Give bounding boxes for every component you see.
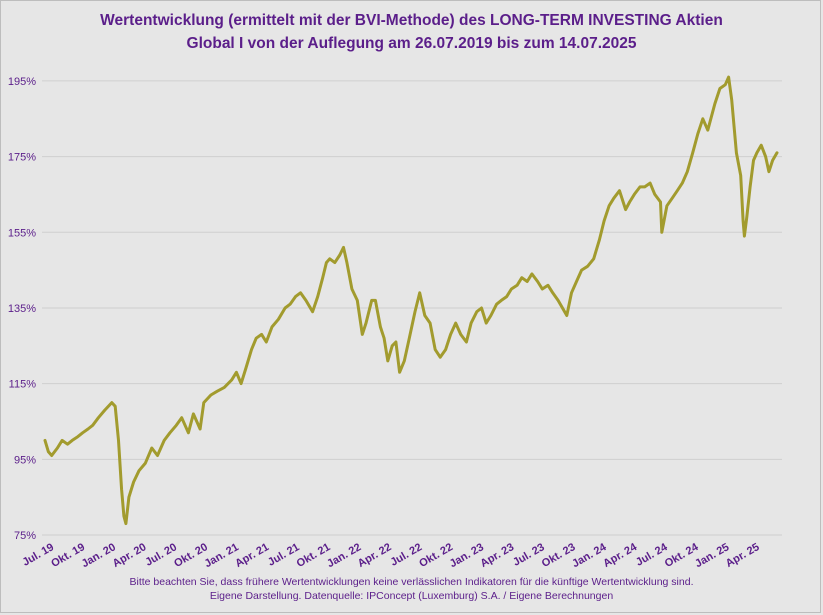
x-tick-label: Okt. 23 xyxy=(540,541,578,570)
x-tick-label: Apr. 23 xyxy=(478,541,516,570)
x-tick-label: Jan. 25 xyxy=(693,541,731,570)
x-tick-label: Jul. 21 xyxy=(266,541,302,569)
x-tick-label: Okt. 20 xyxy=(172,541,210,570)
data-source-text: Eigene Darstellung. Datenquelle: IPConce… xyxy=(209,590,614,602)
x-tick-label: Apr. 25 xyxy=(724,541,762,570)
x-tick-label: Jul. 22 xyxy=(388,541,424,569)
y-tick-label: 115% xyxy=(9,379,37,391)
y-tick-label: 75% xyxy=(14,530,36,542)
x-tick-label: Okt. 21 xyxy=(295,541,333,570)
x-tick-label: Apr. 20 xyxy=(111,541,149,570)
x-tick-label: Jul. 19 xyxy=(20,541,56,569)
y-tick-label: 95% xyxy=(14,454,36,466)
x-tick-label: Jan. 23 xyxy=(448,541,486,570)
y-tick-label: 175% xyxy=(8,152,36,164)
x-tick-label: Okt. 22 xyxy=(417,541,455,570)
y-tick-label: 195% xyxy=(8,76,36,88)
x-tick-label: Jul. 20 xyxy=(143,541,179,569)
x-tick-label: Jan. 20 xyxy=(80,541,118,570)
x-tick-label: Jan. 22 xyxy=(325,541,363,570)
y-tick-label: 135% xyxy=(8,303,36,315)
x-tick-label: Jul. 23 xyxy=(511,541,547,569)
x-tick-label: Apr. 21 xyxy=(233,541,271,570)
disclaimer-text: Bitte beachten Sie, dass frühere Wertent… xyxy=(129,576,694,588)
y-tick-label: 155% xyxy=(8,227,36,239)
performance-line xyxy=(43,75,779,526)
x-tick-label: Apr. 24 xyxy=(601,541,640,570)
chart-title-line-1: Wertentwicklung (ermittelt mit der BVI-M… xyxy=(100,12,723,29)
x-tick-label: Apr. 22 xyxy=(356,541,394,570)
x-tick-label: Jan. 21 xyxy=(202,541,240,570)
x-tick-label: Okt. 19 xyxy=(49,541,87,570)
chart-title-line-2: Global I von der Auflegung am 26.07.2019… xyxy=(186,35,637,52)
x-tick-label: Jan. 24 xyxy=(570,541,609,570)
